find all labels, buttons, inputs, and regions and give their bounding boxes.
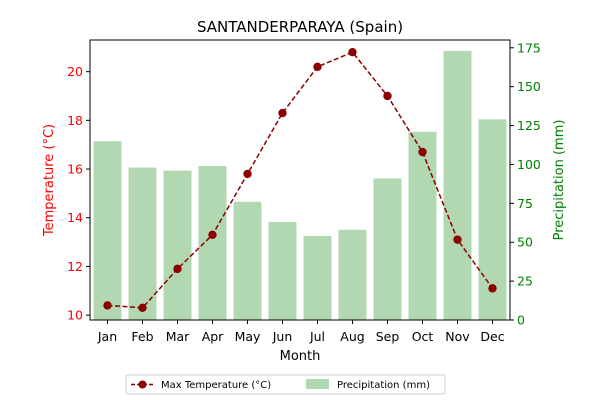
x-axis-label: Month bbox=[280, 349, 321, 364]
x-tick-label: May bbox=[235, 329, 261, 344]
bar-feb bbox=[128, 167, 157, 320]
chart-title: SANTANDERPARAYA (Spain) bbox=[197, 18, 403, 36]
x-tick-label: Jul bbox=[309, 329, 325, 344]
left-tick-label: 20 bbox=[67, 64, 83, 79]
temperature-point-jul bbox=[313, 62, 322, 71]
temperature-point-oct bbox=[418, 147, 427, 157]
temperature-point-feb bbox=[138, 303, 147, 313]
temperature-point-jun bbox=[278, 108, 287, 118]
left-tick-label: 12 bbox=[67, 259, 83, 274]
x-tick-label: Oct bbox=[412, 329, 434, 344]
left-tick-label: 18 bbox=[67, 113, 83, 128]
x-tick-label: Nov bbox=[445, 329, 470, 344]
right-tick-label: 75 bbox=[517, 196, 533, 211]
x-tick-label: Jan bbox=[97, 329, 117, 344]
x-tick-label: Dec bbox=[480, 329, 504, 344]
bar-may bbox=[233, 201, 262, 320]
temperature-point-aug bbox=[348, 47, 357, 57]
temperature-point-may bbox=[243, 169, 252, 179]
legend: Max Temperature (°C) Precipitation (mm) bbox=[125, 374, 446, 395]
right-axis-label: Precipitation (mm) bbox=[552, 120, 567, 241]
bar-aug bbox=[338, 229, 367, 320]
bar-jul bbox=[303, 236, 332, 320]
left-axis-ticks: 10 12 14 16 18 20 bbox=[67, 64, 90, 323]
right-tick-label: 25 bbox=[517, 274, 533, 289]
temperature-point-sep bbox=[383, 91, 392, 101]
temperature-line bbox=[107, 51, 494, 309]
legend-box bbox=[125, 374, 446, 395]
left-tick-label: 14 bbox=[67, 210, 83, 225]
x-tick-label: Jun bbox=[272, 329, 293, 344]
left-tick-label: 16 bbox=[67, 162, 83, 177]
x-tick-label: Mar bbox=[166, 329, 190, 344]
right-tick-label: 100 bbox=[517, 157, 541, 172]
line-series bbox=[103, 47, 497, 313]
legend-bar-swatch bbox=[306, 379, 329, 389]
bar-apr bbox=[198, 166, 227, 320]
bar-oct bbox=[408, 131, 437, 320]
left-axis-label: Temperature (°C) bbox=[42, 124, 57, 237]
x-tick-label: Aug bbox=[340, 329, 364, 344]
right-tick-label: 125 bbox=[517, 118, 541, 133]
right-tick-label: 0 bbox=[517, 313, 525, 328]
bar-mar bbox=[163, 170, 192, 320]
temperature-point-nov bbox=[453, 235, 462, 244]
left-tick-label: 10 bbox=[67, 308, 83, 323]
right-tick-label: 150 bbox=[517, 79, 541, 94]
bar-series bbox=[93, 50, 507, 321]
legend-label-temperature: Max Temperature (°C) bbox=[161, 380, 271, 391]
plot-frame bbox=[89, 39, 511, 321]
bar-jun bbox=[268, 222, 297, 320]
right-tick-label: 175 bbox=[517, 40, 541, 55]
right-tick-label: 50 bbox=[517, 235, 533, 250]
temperature-point-mar bbox=[173, 264, 182, 274]
x-tick-label: Apr bbox=[202, 329, 224, 344]
x-tick-label: Sep bbox=[376, 329, 400, 344]
legend-marker-swatch bbox=[138, 380, 147, 389]
temperature-point-apr bbox=[208, 230, 217, 239]
bar-jan bbox=[93, 141, 122, 320]
legend-label-precipitation: Precipitation (mm) bbox=[337, 380, 430, 391]
x-tick-label: Feb bbox=[131, 329, 153, 344]
bar-sep bbox=[373, 178, 402, 320]
bar-nov bbox=[443, 50, 472, 321]
x-axis-ticks: Jan Feb Mar Apr May Jun Jul Aug Sep Oct Nov Dec bbox=[97, 320, 505, 344]
right-axis-ticks: 0 25 50 75 100 125 150 175 bbox=[510, 40, 541, 328]
temperature-point-dec bbox=[488, 284, 497, 293]
temperature-point-jan bbox=[103, 301, 112, 310]
